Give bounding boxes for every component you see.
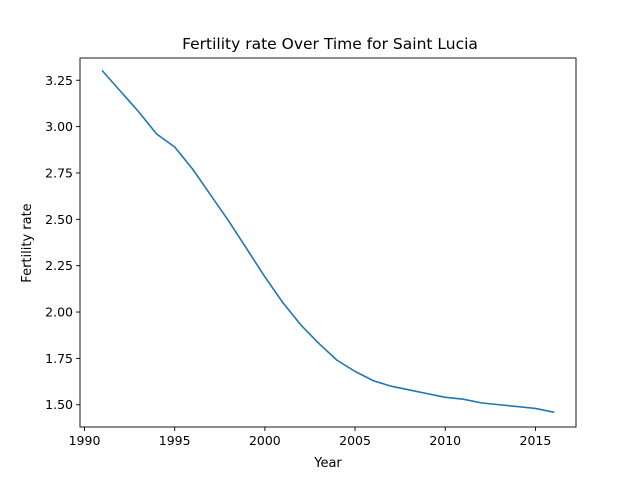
y-axis-label: Fertility rate	[20, 203, 35, 282]
y-tick-label: 3.25	[45, 73, 73, 88]
x-tick-label: 1990	[69, 433, 101, 448]
y-tick-label: 2.50	[45, 212, 73, 227]
x-tick-label: 1995	[159, 433, 191, 448]
y-tick-label: 3.00	[45, 119, 73, 134]
series-line-0	[101, 69, 555, 414]
chart-title: Fertility rate Over Time for Saint Lucia	[182, 35, 478, 53]
x-axis-label: Year	[313, 456, 342, 471]
y-tick-label: 2.00	[45, 305, 73, 320]
x-tick-label: 2005	[339, 433, 371, 448]
x-tick-label: 2010	[429, 433, 461, 448]
y-tick-label: 1.75	[45, 351, 73, 366]
axes-frame	[79, 57, 577, 428]
y-tick-label: 2.25	[45, 258, 73, 273]
plot-area: 1990 1995 2000 2005 2010 2015 1.50 1.75 2.00 2.25…	[45, 57, 577, 448]
x-tick-label: 2015	[520, 433, 552, 448]
y-tick-label: 1.50	[45, 397, 73, 412]
x-tick-label: 2000	[249, 433, 281, 448]
y-tick-label: 2.75	[45, 165, 73, 180]
